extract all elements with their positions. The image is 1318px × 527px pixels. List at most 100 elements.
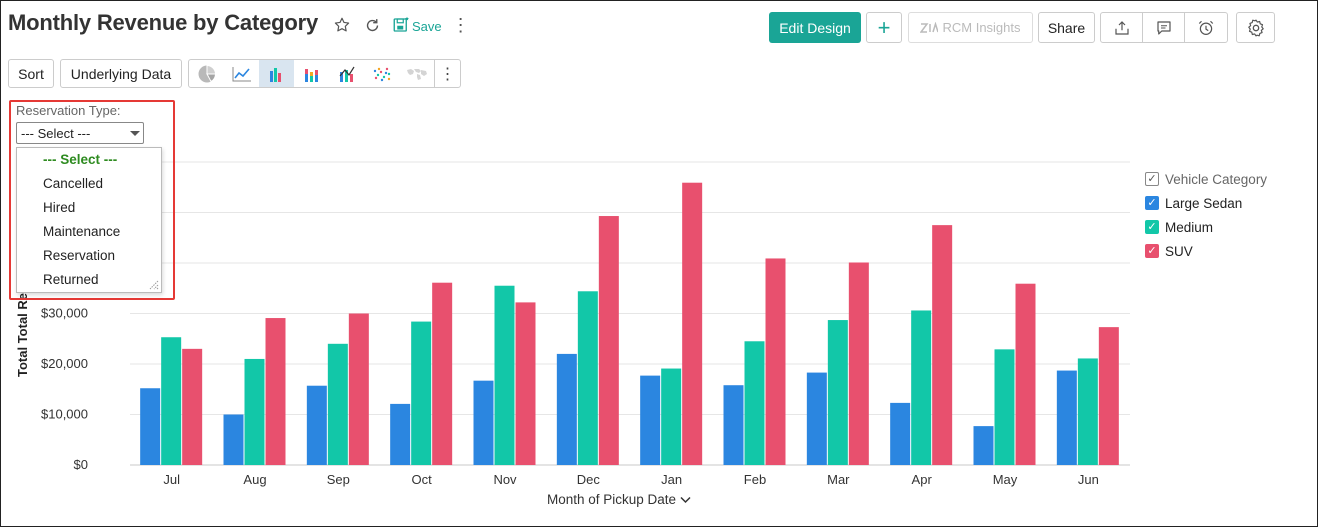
dropdown-option-returned[interactable]: Returned [43,272,99,287]
comments-button[interactable] [1143,13,1185,42]
bar [223,414,244,465]
bar [911,310,932,465]
bar-line-chart-icon[interactable] [329,60,364,87]
bar [1056,370,1077,465]
bar [306,385,327,465]
edit-design-button[interactable]: Edit Design [769,12,861,43]
bar [744,341,765,465]
zia-icon [920,21,939,33]
page-title: Monthly Revenue by Category [8,10,318,35]
bar [265,318,286,465]
bar [140,388,161,465]
select-value: --- Select --- [21,125,91,141]
x-tick-label: Feb [744,472,766,487]
bar [577,291,598,465]
x-tick-label: Mar [827,472,850,487]
map-chart-icon[interactable] [399,60,434,87]
chart-type-switcher: ⋮ [188,59,461,88]
bar [515,302,536,465]
pie-chart-icon[interactable] [189,60,224,87]
alarm-button[interactable] [1185,13,1227,42]
resize-handle-icon[interactable] [147,278,159,290]
bar [494,285,515,465]
chevron-down-icon [680,496,691,503]
bar [994,349,1015,465]
filter-highlight [9,100,175,300]
y-tick-label: $20,000 [41,356,88,371]
x-tick-label: Sep [327,472,350,487]
legend-title[interactable]: ✓ Vehicle Category [1145,167,1267,191]
star-icon[interactable] [332,14,352,36]
bar [473,380,494,465]
filter-label: Reservation Type: [16,103,121,118]
x-tick-label: Jun [1078,472,1099,487]
share-button[interactable]: Share [1038,12,1095,43]
comment-icon [1156,20,1171,35]
legend-item-suv[interactable]: ✓ SUV [1145,239,1267,263]
bar [1015,283,1036,465]
settings-button[interactable] [1236,12,1275,43]
rcm-insights-label: RCM Insights [942,20,1021,35]
bar [682,182,703,465]
dropdown-option-select[interactable]: --- Select --- [43,152,118,167]
dropdown-option-cancelled[interactable]: Cancelled [43,176,104,191]
add-button[interactable]: + [866,12,902,43]
bar [556,353,577,465]
bar [411,321,432,465]
bar [598,216,619,465]
legend-item-label: Medium [1165,219,1214,235]
underlying-data-button[interactable]: Underlying Data [60,59,182,88]
x-tick-label: Aug [243,472,266,487]
x-axis-title-label: Month of Pickup Date [547,492,677,507]
x-tick-label: May [993,472,1018,487]
save-icon [393,16,409,32]
legend-item-medium[interactable]: ✓ Medium [1145,215,1267,239]
refresh-icon[interactable] [362,14,382,36]
bar [890,402,911,465]
x-axis-title[interactable]: Month of Pickup Date [547,492,691,507]
reservation-type-select[interactable]: --- Select --- [16,122,144,144]
bar [661,368,682,465]
bar [327,343,348,465]
bar-chart-icon[interactable] [259,60,294,87]
x-tick-label: Nov [493,472,517,487]
export-button[interactable] [1101,13,1143,42]
bar [827,320,848,465]
rcm-insights-button[interactable]: RCM Insights [908,12,1033,43]
bar [161,337,182,465]
bar [182,348,203,465]
bar [432,282,453,465]
y-axis-title: Total Total Re [15,293,30,377]
view-actions-group [1100,12,1228,43]
x-tick-label: Dec [577,472,601,487]
y-tick-label: $0 [74,457,88,472]
y-tick-label: $30,000 [41,306,88,321]
bar [765,258,786,465]
line-chart-icon[interactable] [224,60,259,87]
export-icon [1114,20,1129,35]
legend-item-large-sedan[interactable]: ✓ Large Sedan [1145,191,1267,215]
alarm-clock-icon [1198,20,1214,35]
y-tick-label: $10,000 [41,407,88,422]
dropdown-option-reservation[interactable]: Reservation [43,248,116,263]
bar [640,375,661,465]
checkbox-icon: ✓ [1145,220,1159,234]
checkbox-icon: ✓ [1145,196,1159,210]
bar [723,385,744,465]
bar [390,403,411,465]
checkbox-icon: ✓ [1145,172,1159,186]
more-chart-types-icon[interactable]: ⋮ [434,60,460,87]
scatter-chart-icon[interactable] [364,60,399,87]
checkbox-icon: ✓ [1145,244,1159,258]
save-button[interactable]: Save [392,16,442,34]
sort-button[interactable]: Sort [8,59,54,88]
reservation-type-dropdown: --- Select --- Cancelled Hired Maintenan… [16,147,162,293]
gear-icon [1247,19,1264,37]
bar [932,225,953,465]
bar [348,313,369,465]
stacked-bar-chart-icon[interactable] [294,60,329,87]
dropdown-option-hired[interactable]: Hired [43,200,76,215]
legend-item-label: SUV [1165,243,1193,259]
dropdown-option-maintenance[interactable]: Maintenance [43,224,121,239]
